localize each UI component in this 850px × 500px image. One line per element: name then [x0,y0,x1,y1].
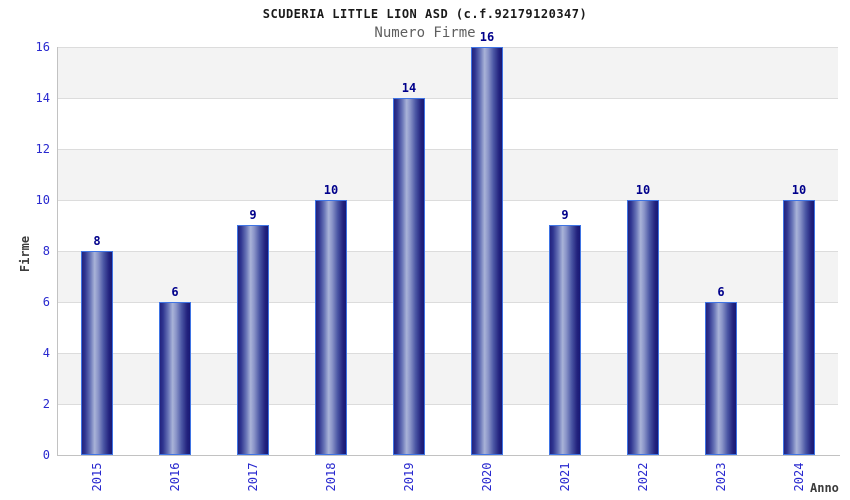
y-tick-label: 4 [42,346,50,360]
x-axis-label: Anno [810,481,839,495]
bar-value-label: 10 [791,183,807,197]
x-axis-line [57,455,840,456]
bar-2017 [237,225,269,455]
bar-value-label: 6 [171,285,179,299]
y-tick-label: 8 [42,244,50,258]
y-tick-label: 12 [35,142,50,156]
y-tick-label: 14 [35,91,50,105]
bar-value-label: 16 [479,30,495,44]
bar-2019 [393,98,425,455]
bar-2015 [81,251,113,455]
x-tick-label: 2016 [168,462,182,492]
x-tick-label: 2017 [246,462,260,492]
bar-value-label: 10 [635,183,651,197]
chart-subtitle: Numero Firme [374,25,476,41]
bar-2022 [627,200,659,455]
x-tick-label: 2018 [324,462,338,492]
y-tick-label: 2 [42,397,50,411]
x-tick-label: 2019 [402,462,416,492]
bar-value-label: 9 [561,208,569,222]
x-tick-label: 2021 [558,462,572,492]
bar-2021 [549,225,581,455]
y-axis-line [57,47,58,456]
bar-2018 [315,200,347,455]
x-tick-label: 2022 [636,462,650,492]
bar-2016 [159,302,191,455]
bar-2024 [783,200,815,455]
y-tick-label: 16 [35,40,50,54]
y-tick-label: 10 [35,193,50,207]
x-tick-label: 2024 [792,462,806,492]
chart-title: SCUDERIA LITTLE LION ASD (c.f.9217912034… [262,7,588,21]
x-tick-label: 2020 [480,462,494,492]
x-tick-label: 2023 [714,462,728,492]
x-tick-label: 2015 [90,462,104,492]
y-tick-label: 0 [42,448,50,462]
bar-2023 [705,302,737,455]
bar-2020 [471,47,503,455]
bar-value-label: 9 [249,208,257,222]
y-tick-label: 6 [42,295,50,309]
bar-value-label: 14 [401,81,417,95]
bar-value-label: 10 [323,183,339,197]
bar-value-label: 8 [93,234,101,248]
bar-value-label: 6 [717,285,725,299]
